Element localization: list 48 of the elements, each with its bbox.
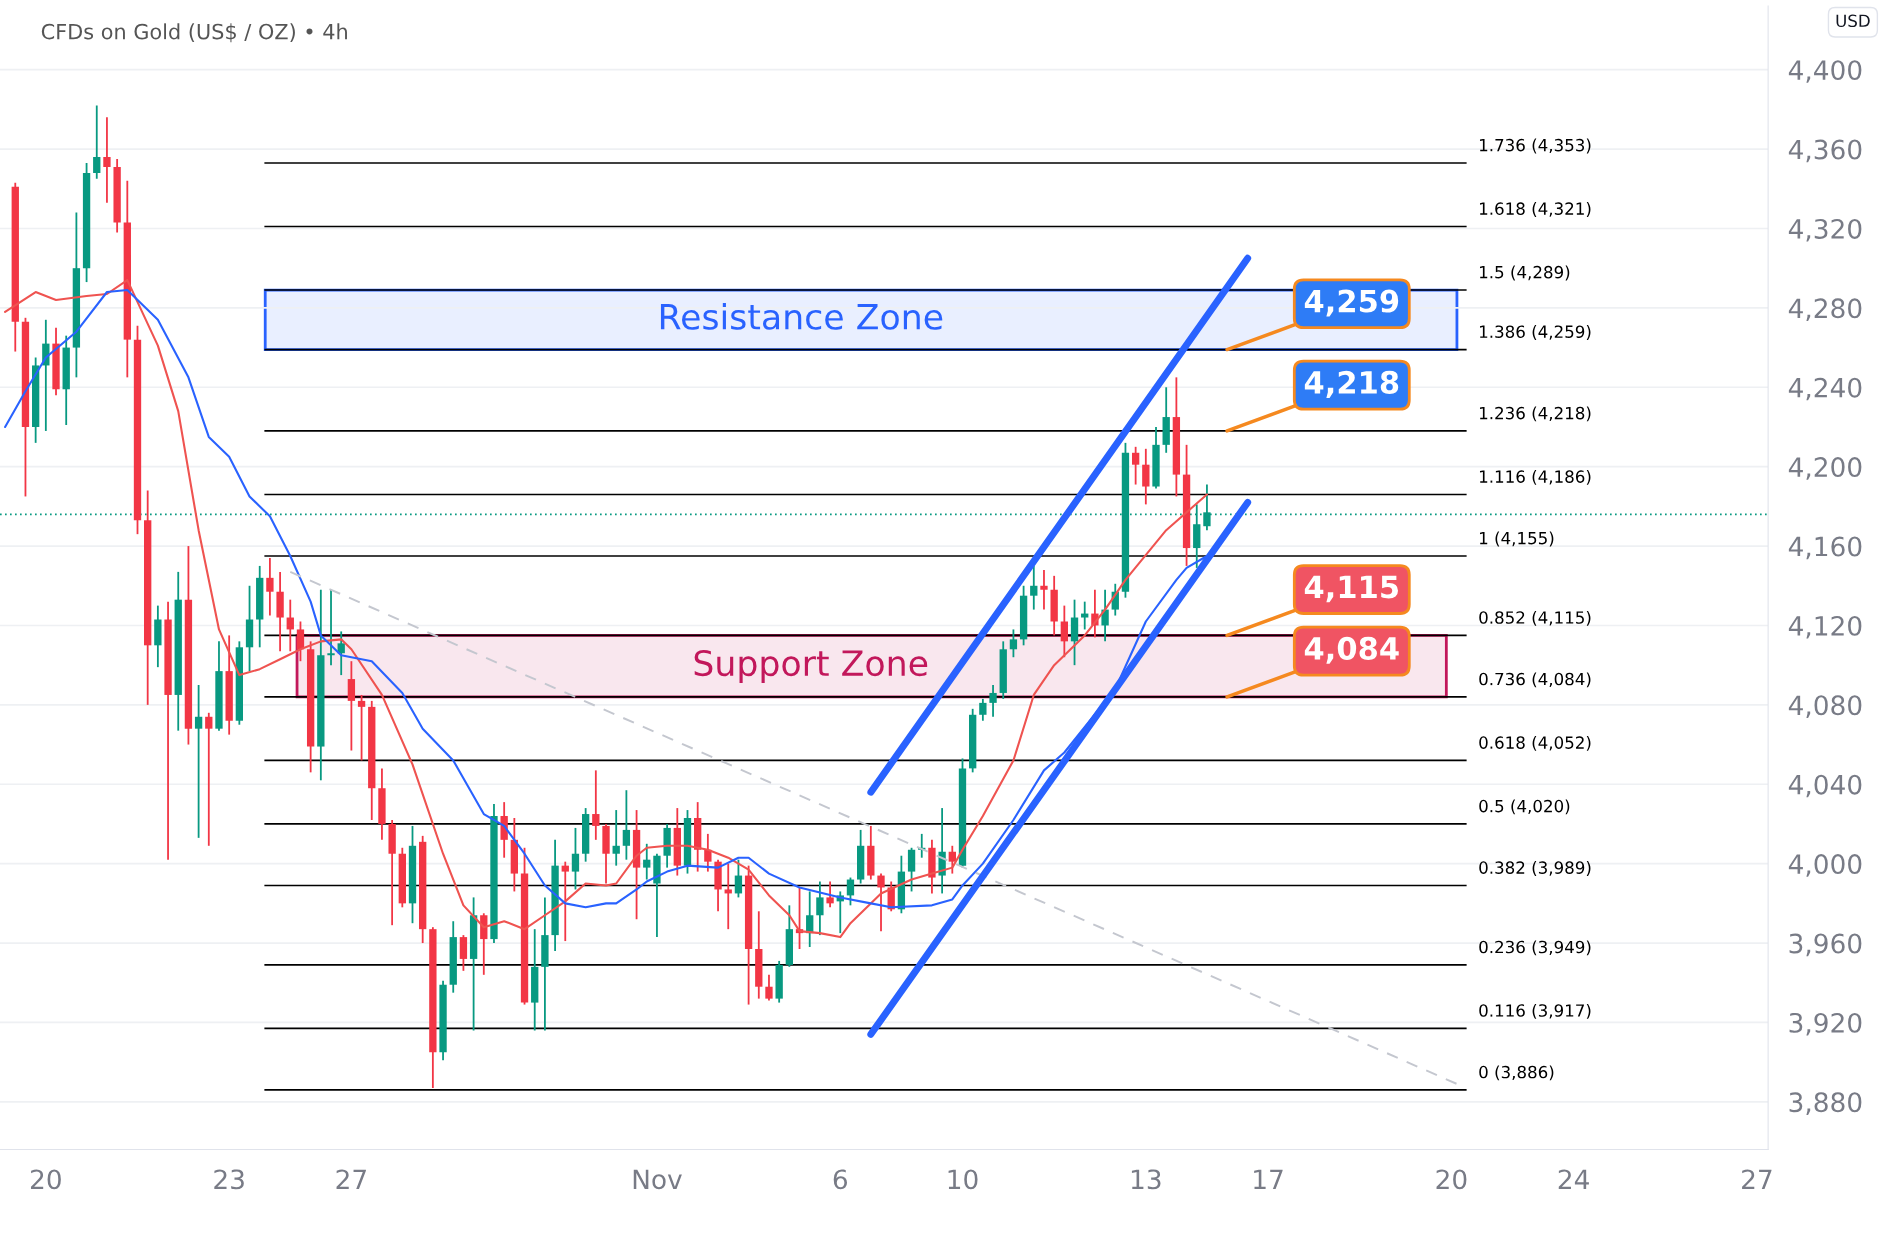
x-tick-label: 10 xyxy=(948,1169,978,1190)
y-tick-label: 3,920 xyxy=(1789,1012,1862,1036)
x-tick-label: 17 xyxy=(1254,1169,1283,1189)
y-tick-label: 4,360 xyxy=(1788,139,1862,163)
ref-line-label: 1.386 (4,259) xyxy=(1479,325,1591,340)
ref-line-label: 0.5 (4,020) xyxy=(1479,799,1570,815)
y-tick-label: 3,880 xyxy=(1789,1092,1862,1115)
annotation: 4,115 xyxy=(1304,575,1398,603)
annotation: 4,259 xyxy=(1304,289,1399,317)
ref-line-label: 0.736 (4,084) xyxy=(1479,672,1591,688)
y-tick-label: 4,080 xyxy=(1788,695,1862,718)
x-tick-label: 13 xyxy=(1131,1169,1161,1190)
y-tick-label: 4,320 xyxy=(1788,218,1862,242)
y-tick-label: 4,400 xyxy=(1788,60,1862,83)
x-tick-label: 23 xyxy=(214,1169,244,1190)
band-label: Resistance Zone xyxy=(660,302,943,330)
band-label: Support Zone xyxy=(694,649,928,683)
ref-line-label: 0 (3,886) xyxy=(1479,1065,1554,1081)
y-tick-label: 4,040 xyxy=(1788,774,1862,798)
ref-line-label: 1.116 (4,186) xyxy=(1479,470,1591,485)
y-tick-label: 4,200 xyxy=(1788,457,1862,480)
ref-line-label: 0.618 (4,052) xyxy=(1479,736,1591,751)
x-tick-label: 27 xyxy=(1742,1169,1772,1189)
x-tick-label: 20 xyxy=(1436,1169,1467,1190)
x-tick-label: 20 xyxy=(30,1169,61,1190)
annotation: 4,084 xyxy=(1304,636,1399,664)
y-tick-label: 4,240 xyxy=(1788,377,1862,401)
ref-line-label: 1.736 (4,353) xyxy=(1479,138,1591,154)
ref-line-label: 1.236 (4,218) xyxy=(1479,406,1591,422)
y-tick-label: 4,280 xyxy=(1788,298,1862,321)
text: USD xyxy=(1836,14,1870,28)
annotation: 4,218 xyxy=(1304,370,1399,398)
x-tick-label: Nov xyxy=(633,1169,682,1190)
y-tick-label: 4,120 xyxy=(1788,615,1862,639)
y-tick-label: 4,000 xyxy=(1788,854,1862,877)
ref-line-label: 1.5 (4,289) xyxy=(1479,265,1570,281)
ref-line-label: 1 (4,155) xyxy=(1479,531,1554,547)
ref-line-label: 1.618 (4,321) xyxy=(1479,202,1591,217)
ref-line-label: 0.116 (3,917) xyxy=(1479,1003,1591,1019)
x-tick-label: 6 xyxy=(833,1169,847,1190)
ref-line-label: 0.382 (3,989) xyxy=(1479,861,1591,876)
y-tick-label: 4,160 xyxy=(1788,536,1862,560)
x-tick-label: 24 xyxy=(1558,1169,1589,1189)
ref-line-label: 0.852 (4,115) xyxy=(1479,610,1591,626)
text: CFDs on Gold (US$ / OZ) • 4h xyxy=(41,23,347,43)
y-tick-label: 3,960 xyxy=(1789,933,1862,957)
ref-line-label: 0.236 (3,949) xyxy=(1479,940,1591,956)
x-tick-label: 27 xyxy=(336,1169,366,1189)
